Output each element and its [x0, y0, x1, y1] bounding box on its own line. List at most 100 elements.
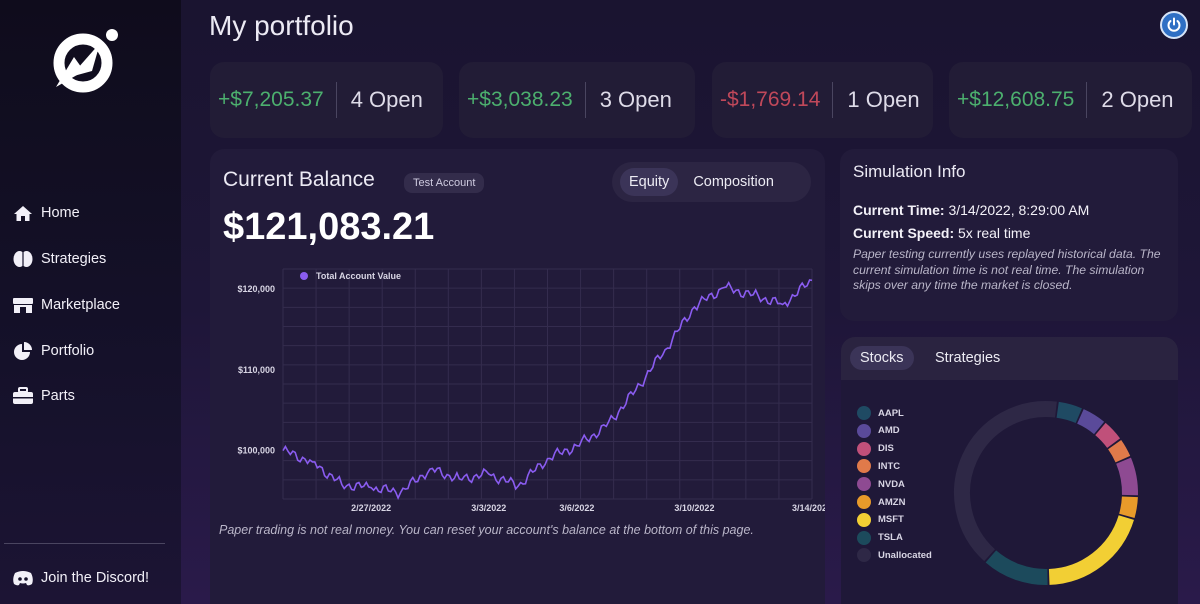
balance-panel: Current Balance Test Account $121,083.21… — [210, 149, 825, 604]
y-tick-label: $110,000 — [238, 365, 275, 375]
donut-slice[interactable] — [985, 550, 1048, 585]
current-time-row: Current Time: 3/14/2022, 8:29:00 AM — [853, 202, 1089, 218]
discord-icon — [12, 569, 34, 587]
legend-label: NVDA — [878, 478, 905, 490]
sidebar: Home Strategies Marketplace Portfolio Pa… — [0, 0, 181, 604]
donut-slice[interactable] — [1108, 439, 1131, 463]
sidebar-item-label: Marketplace — [41, 297, 120, 313]
simulation-note: Paper testing currently uses replayed hi… — [853, 247, 1161, 292]
legend-swatch — [857, 459, 871, 474]
legend-label: Total Account Value — [316, 271, 401, 281]
pie-chart-icon — [12, 342, 34, 360]
power-icon — [1167, 17, 1181, 32]
x-tick-label: 3/3/2022 — [471, 503, 506, 513]
rocket-arrow-logo[interactable] — [48, 27, 122, 93]
stat-pnl: +$3,038.23 — [467, 88, 573, 111]
y-tick-label: $120,000 — [237, 284, 275, 294]
allocation-legend-item[interactable]: MSFT — [857, 512, 904, 528]
stat-open-count: 1 Open — [847, 87, 920, 112]
current-speed-row: Current Speed: 5x real time — [853, 225, 1030, 241]
sidebar-item-strategies[interactable]: Strategies — [12, 247, 106, 271]
discord-label: Join the Discord! — [41, 570, 149, 586]
legend-label: TSLA — [878, 532, 903, 544]
sidebar-item-label: Strategies — [41, 251, 107, 267]
donut-slice[interactable] — [1076, 409, 1105, 435]
allocation-legend-item[interactable]: INTC — [857, 458, 900, 474]
donut-slice[interactable] — [954, 401, 1057, 562]
tab-composition[interactable]: Composition — [693, 174, 774, 190]
equity-series-line — [282, 279, 813, 501]
power-button[interactable] — [1160, 11, 1188, 39]
y-tick-label: $100,000 — [237, 446, 275, 456]
allocation-panel: Stocks Strategies AAPL AMD DIS INTC NVDA AMZN… — [841, 337, 1178, 604]
simulation-title: Simulation Info — [853, 162, 966, 181]
balance-title: Current Balance — [223, 168, 375, 191]
stat-divider — [1086, 82, 1088, 118]
stat-pnl: +$12,608.75 — [957, 88, 1075, 111]
legend-swatch — [857, 530, 871, 545]
allocation-legend-item[interactable]: AMD — [857, 423, 900, 439]
current-speed-label: Current Speed: — [853, 225, 955, 241]
tab-equity[interactable]: Equity — [620, 168, 679, 196]
sidebar-item-label: Home — [41, 205, 80, 221]
tab-strategies[interactable]: Strategies — [935, 350, 1001, 366]
sidebar-item-home[interactable]: Home — [12, 201, 80, 225]
x-tick-label: 3/14/2022 — [792, 503, 825, 513]
allocation-legend-item[interactable]: NVDA — [857, 476, 905, 492]
stat-card[interactable]: -$1,769.14 1 Open — [712, 62, 933, 138]
sidebar-item-portfolio[interactable]: Portfolio — [12, 339, 94, 363]
paper-trading-disclaimer: Paper trading is not real money. You can… — [219, 523, 754, 537]
allocation-legend-item[interactable]: DIS — [857, 441, 894, 457]
toolbox-icon — [12, 387, 34, 405]
current-speed-value: 5x real time — [958, 225, 1031, 241]
sidebar-item-marketplace[interactable]: Marketplace — [12, 293, 120, 317]
sidebar-divider — [4, 543, 165, 544]
legend-label: AMD — [878, 425, 900, 437]
account-badge: Test Account — [404, 173, 485, 193]
stat-pnl: -$1,769.14 — [720, 88, 821, 111]
allocation-legend-item[interactable]: AMZN — [857, 494, 905, 510]
equity-chart: $100,000 $110,000 $120,000 2/27/2022 3/3/202… — [237, 268, 825, 513]
allocation-legend-item[interactable]: TSLA — [857, 530, 903, 546]
donut-slice[interactable] — [1056, 401, 1082, 424]
legend-swatch — [857, 548, 871, 563]
balance-value: $121,083.21 — [223, 206, 435, 248]
tab-stocks[interactable]: Stocks — [850, 346, 914, 370]
x-tick-label: 2/27/2022 — [351, 503, 391, 513]
store-icon — [12, 296, 34, 314]
brain-icon — [12, 250, 34, 268]
allocation-donut-chart — [954, 401, 1138, 585]
allocation-legend-item[interactable]: Unallocated — [857, 547, 932, 563]
legend-label: INTC — [878, 460, 901, 472]
home-icon — [12, 204, 34, 222]
legend-swatch — [857, 495, 871, 509]
legend-label: MSFT — [878, 514, 904, 526]
current-time-label: Current Time: — [853, 202, 945, 218]
chart-tabs: Equity Composition — [612, 162, 811, 202]
legend-marker — [300, 272, 308, 280]
sidebar-item-label: Portfolio — [41, 343, 95, 359]
stat-open-count: 2 Open — [1101, 87, 1174, 112]
stat-open-count: 4 Open — [350, 87, 423, 112]
stat-divider — [335, 82, 337, 118]
legend-swatch — [857, 441, 871, 456]
stat-divider — [832, 82, 834, 118]
stat-card[interactable]: +$12,608.75 2 Open — [949, 62, 1192, 138]
donut-slice[interactable] — [1116, 457, 1138, 496]
stat-pnl: +$7,205.37 — [218, 88, 324, 111]
x-tick-label: 3/10/2022 — [674, 503, 714, 513]
donut-slice[interactable] — [1119, 496, 1138, 519]
legend-swatch — [857, 477, 871, 492]
stat-divider — [584, 82, 586, 118]
legend-swatch — [857, 512, 871, 527]
donut-slice[interactable] — [1095, 422, 1121, 449]
allocation-legend-item[interactable]: AAPL — [857, 405, 904, 421]
stat-card[interactable]: +$7,205.37 4 Open — [210, 62, 443, 138]
join-discord-link[interactable]: Join the Discord! — [12, 566, 149, 590]
donut-slice[interactable] — [1048, 514, 1134, 585]
legend-label: AAPL — [878, 407, 904, 419]
allocation-tabs: Stocks Strategies — [841, 337, 1178, 380]
sidebar-item-parts[interactable]: Parts — [12, 384, 75, 408]
stat-card[interactable]: +$3,038.23 3 Open — [459, 62, 695, 138]
legend-label: Unallocated — [878, 549, 932, 561]
